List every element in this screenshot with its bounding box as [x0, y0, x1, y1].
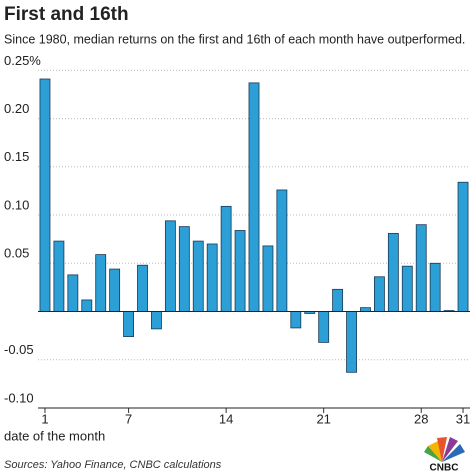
bar: [262, 245, 274, 312]
bar: [374, 276, 385, 312]
y-tick-label: -0.05: [4, 342, 34, 357]
logo-feather: [442, 444, 465, 462]
bar: [178, 226, 190, 312]
bar: [387, 232, 399, 312]
bar: [151, 311, 162, 330]
logo-feather: [437, 437, 447, 462]
bar: [457, 181, 469, 312]
x-tick-label: 28: [414, 411, 428, 426]
bar: [360, 307, 371, 312]
logo: CNBC: [424, 437, 465, 474]
x-tick-label: 7: [125, 411, 132, 426]
chart-subtitle: Since 1980, median returns on the first …: [4, 32, 465, 46]
y-tick-label: 0.10: [4, 197, 29, 212]
bar: [67, 274, 79, 312]
bar: [81, 299, 93, 312]
bar: [290, 311, 302, 329]
bar: [39, 78, 51, 312]
bar: [234, 230, 246, 312]
bar: [109, 268, 121, 312]
x-tick-label: 1: [41, 411, 48, 426]
x-tick-label: 31: [456, 411, 470, 426]
bar: [192, 240, 204, 312]
x-axis-label: date of the month: [4, 428, 105, 443]
logo-feather: [424, 446, 442, 462]
logo-feather: [428, 440, 442, 462]
bar: [318, 311, 330, 343]
bar: [276, 189, 288, 312]
bar: [53, 240, 65, 312]
bar: [332, 288, 344, 312]
bar: [95, 254, 107, 312]
y-tick-label: 0.20: [4, 101, 29, 116]
bar: [346, 311, 357, 373]
x-tick-label: 21: [316, 411, 330, 426]
logo-feather: [442, 437, 458, 462]
bar: [123, 311, 134, 338]
bar: [137, 264, 148, 312]
bar: [206, 243, 218, 312]
bar: [401, 265, 413, 312]
logo-text: CNBC: [430, 463, 459, 474]
bar: [220, 205, 232, 312]
y-tick-label: 0.25%: [4, 53, 41, 68]
bar: [164, 220, 176, 312]
y-tick-label: 0.15: [4, 149, 29, 164]
x-tick-label: 14: [219, 411, 233, 426]
source: Sources: Yahoo Finance, CNBC calculation…: [4, 459, 222, 471]
bar: [415, 224, 427, 312]
y-tick-label: -0.10: [4, 390, 34, 405]
bar: [429, 262, 441, 312]
chart-title: First and 16th: [4, 4, 129, 25]
y-tick-label: 0.05: [4, 246, 29, 261]
bar: [248, 82, 260, 312]
